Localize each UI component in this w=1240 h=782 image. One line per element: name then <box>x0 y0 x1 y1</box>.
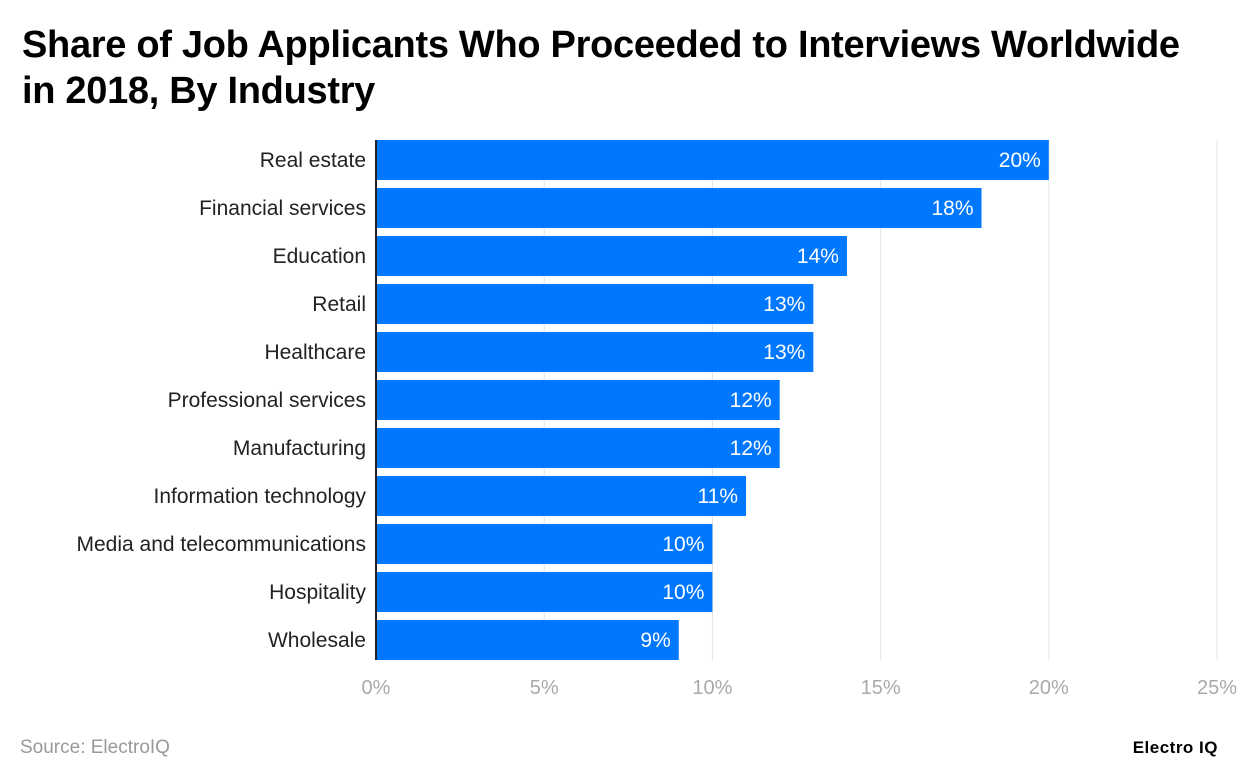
bar <box>377 188 982 228</box>
category-label: Financial services <box>199 197 366 220</box>
bar <box>377 476 747 516</box>
data-label: 10% <box>662 581 704 604</box>
data-label: 13% <box>763 293 805 316</box>
bar <box>377 524 713 564</box>
category-label: Information technology <box>154 485 367 508</box>
data-label: 12% <box>730 437 772 460</box>
category-label: Healthcare <box>264 341 366 364</box>
x-tick-label: 5% <box>530 677 559 699</box>
data-label: 10% <box>662 533 704 556</box>
x-tick-label: 25% <box>1197 677 1237 699</box>
bar <box>377 332 814 372</box>
data-label: 18% <box>931 197 973 220</box>
data-label: 14% <box>797 245 839 268</box>
bar <box>377 236 847 276</box>
data-label: 9% <box>640 629 670 652</box>
data-label: 13% <box>763 341 805 364</box>
x-tick-label: 10% <box>692 677 732 699</box>
x-tick-label: 0% <box>362 677 391 699</box>
data-label: 12% <box>730 389 772 412</box>
bar <box>377 140 1049 180</box>
bar <box>377 572 713 612</box>
bar <box>377 620 679 660</box>
x-tick-label: 15% <box>861 677 901 699</box>
category-label: Real estate <box>260 149 366 172</box>
category-label: Media and telecommunications <box>77 533 367 556</box>
data-label: 20% <box>999 149 1041 172</box>
bar <box>377 284 814 324</box>
chart-title: Share of Job Applicants Who Proceeded to… <box>22 24 1180 112</box>
category-label: Wholesale <box>268 629 366 652</box>
category-label: Education <box>273 245 366 268</box>
bar <box>377 380 780 420</box>
electroiq-logo: Electro IQ <box>1132 738 1218 757</box>
category-label: Hospitality <box>269 581 366 604</box>
source-note: Source: ElectroIQ <box>20 737 170 758</box>
x-tick-label: 20% <box>1029 677 1069 699</box>
bar <box>377 428 780 468</box>
data-label: 11% <box>698 485 738 508</box>
category-label: Retail <box>312 293 366 316</box>
category-label: Manufacturing <box>233 437 366 460</box>
category-label: Professional services <box>168 389 366 412</box>
